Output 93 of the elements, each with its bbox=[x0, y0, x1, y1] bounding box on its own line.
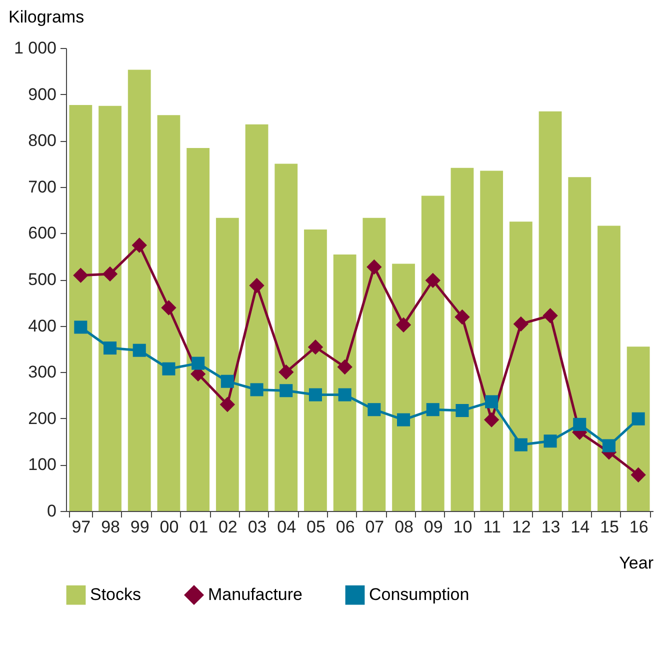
bar bbox=[392, 264, 415, 511]
x-tick-label: 16 bbox=[629, 518, 648, 536]
legend-label: Stocks bbox=[90, 585, 142, 604]
point bbox=[484, 412, 500, 428]
y-tick-label: 0 bbox=[47, 502, 56, 520]
point bbox=[220, 396, 236, 412]
y-tick-label: 600 bbox=[28, 224, 56, 243]
y-tick-label: 900 bbox=[28, 84, 56, 104]
bar bbox=[362, 218, 386, 511]
y-axis-title: Kilograms bbox=[8, 8, 84, 26]
point bbox=[366, 259, 382, 275]
point bbox=[220, 374, 234, 388]
point bbox=[602, 439, 616, 452]
point bbox=[514, 438, 528, 452]
x-tick-label: 10 bbox=[453, 518, 472, 536]
bar bbox=[538, 111, 562, 511]
x-tick-label: 02 bbox=[218, 518, 238, 536]
point bbox=[544, 434, 557, 448]
bar bbox=[128, 70, 151, 511]
point bbox=[73, 268, 88, 283]
x-tick-label: 00 bbox=[160, 518, 179, 536]
point bbox=[513, 316, 529, 332]
point bbox=[425, 272, 440, 288]
bar bbox=[186, 148, 210, 511]
y-tick-label: 400 bbox=[28, 316, 56, 336]
x-tick-label: 09 bbox=[424, 518, 443, 536]
legend-label: Manufacture bbox=[208, 585, 302, 604]
y-tick-label: 700 bbox=[28, 177, 56, 196]
bar bbox=[568, 177, 592, 511]
bar bbox=[304, 229, 327, 511]
point bbox=[192, 356, 205, 370]
point bbox=[396, 317, 412, 332]
y-tick-label: 500 bbox=[28, 270, 56, 289]
point bbox=[485, 395, 498, 408]
x-tick-label: 97 bbox=[72, 518, 91, 536]
point bbox=[308, 388, 322, 402]
x-tick-label: 07 bbox=[365, 518, 384, 536]
x-tick-label: 04 bbox=[277, 518, 296, 536]
y-tick-label: 100 bbox=[28, 455, 56, 474]
point bbox=[104, 342, 117, 355]
bar bbox=[421, 196, 444, 511]
bar bbox=[157, 115, 180, 511]
bar bbox=[626, 346, 650, 511]
point bbox=[250, 383, 264, 396]
bar bbox=[245, 124, 268, 511]
point bbox=[74, 320, 88, 334]
bar bbox=[333, 254, 356, 511]
x-axis-title: Year bbox=[619, 554, 654, 572]
x-tick-label: 06 bbox=[336, 518, 355, 536]
point bbox=[249, 278, 264, 294]
point bbox=[456, 404, 469, 418]
point bbox=[338, 388, 352, 402]
x-tick-label: 13 bbox=[541, 518, 560, 536]
bar bbox=[480, 170, 504, 511]
point bbox=[632, 412, 645, 426]
bar bbox=[509, 222, 532, 511]
x-tick-label: 08 bbox=[394, 518, 414, 536]
bar bbox=[598, 226, 620, 511]
bar bbox=[274, 164, 298, 511]
point bbox=[102, 266, 118, 282]
y-tick-label: 800 bbox=[28, 131, 56, 150]
point bbox=[162, 362, 176, 376]
point bbox=[308, 340, 324, 355]
point bbox=[161, 300, 176, 316]
y-tick-label: 200 bbox=[28, 408, 56, 428]
x-tick-label: 01 bbox=[189, 518, 208, 536]
y-tick-label: 1 000 bbox=[14, 38, 56, 58]
point bbox=[368, 403, 381, 416]
x-tick-label: 98 bbox=[101, 518, 120, 536]
bar bbox=[450, 168, 474, 511]
point bbox=[280, 384, 293, 398]
x-tick-label: 05 bbox=[306, 518, 326, 536]
point bbox=[630, 467, 646, 482]
point bbox=[278, 364, 294, 380]
point bbox=[132, 238, 147, 253]
x-tick-label: 14 bbox=[570, 518, 590, 536]
x-tick-label: 03 bbox=[248, 518, 267, 536]
x-tick-label: 15 bbox=[600, 518, 619, 536]
bar bbox=[69, 104, 92, 511]
x-tick-label: 11 bbox=[483, 518, 501, 536]
point bbox=[573, 418, 586, 431]
bar bbox=[216, 218, 239, 511]
point bbox=[542, 308, 558, 324]
point bbox=[397, 413, 410, 426]
x-tick-label: 12 bbox=[512, 518, 531, 536]
legend-label: Consumption bbox=[369, 585, 470, 604]
point bbox=[132, 344, 146, 357]
bar bbox=[98, 106, 122, 511]
y-tick-label: 300 bbox=[28, 362, 56, 382]
point bbox=[337, 359, 352, 375]
x-tick-label: 99 bbox=[130, 518, 150, 536]
point bbox=[426, 403, 440, 416]
point bbox=[454, 309, 470, 325]
